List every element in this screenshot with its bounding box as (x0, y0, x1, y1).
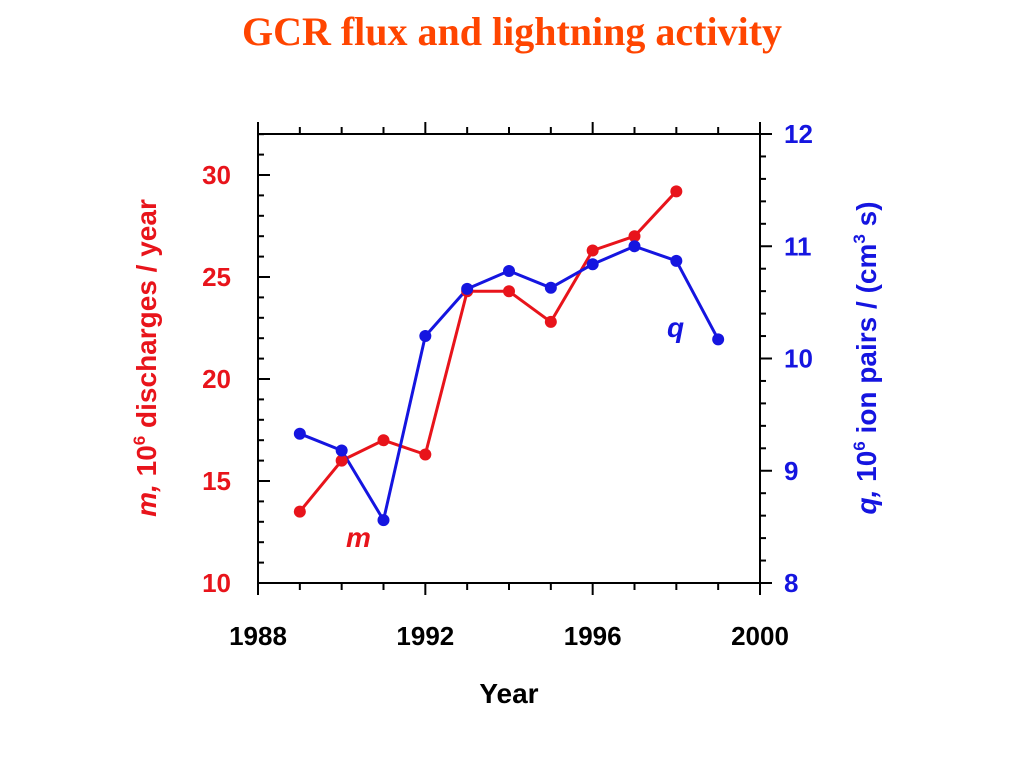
data-point-q (461, 282, 474, 295)
series-points (293, 185, 725, 527)
right-axis-title: q, 106 ion pairs / (cm3 s) (850, 201, 882, 514)
data-point-m (335, 454, 348, 467)
data-point-m (377, 434, 390, 447)
data-point-q (544, 281, 557, 294)
y-left-tick-label: 15 (202, 466, 231, 496)
y-right-tick-label: 12 (784, 119, 813, 149)
x-tick-label: 1992 (396, 621, 454, 651)
chart-title: GCR flux and lightning activity (241, 9, 783, 54)
data-point-m (670, 185, 683, 198)
data-point-q (293, 427, 306, 440)
data-point-m (628, 230, 641, 243)
x-axis-title: Year (479, 678, 538, 709)
data-point-m (293, 505, 306, 518)
x-tick-label: 2000 (731, 621, 789, 651)
y-right-tick-label: 8 (784, 568, 798, 598)
y-right-tick-label: 10 (784, 344, 813, 374)
data-point-q (628, 240, 641, 253)
y-left-tick-label: 20 (202, 364, 231, 394)
data-point-m (586, 244, 599, 257)
data-point-m (544, 315, 557, 328)
y-right-tick-label: 11 (784, 231, 812, 261)
data-point-q (419, 330, 432, 343)
tick-labels: 1988 1992 1996 2000 10 15 20 25 30 8 9 10 11 12 (202, 119, 813, 651)
data-point-q (586, 258, 599, 271)
series-label-q: q (667, 312, 684, 343)
data-point-m (503, 285, 515, 298)
x-tick-label: 1988 (229, 621, 287, 651)
data-point-q (712, 333, 725, 346)
plot-frame (257, 133, 761, 584)
tick-marks (257, 122, 772, 595)
data-point-q (335, 444, 348, 457)
data-point-m (419, 448, 432, 461)
y-right-tick-label: 9 (784, 456, 798, 486)
data-point-q (503, 264, 515, 277)
x-tick-label: 1996 (564, 621, 622, 651)
series-lines (298, 190, 720, 522)
left-axis-title: m, 106 discharges / year (130, 199, 162, 517)
y-left-tick-label: 10 (202, 568, 231, 598)
y-left-tick-label: 30 (202, 160, 231, 190)
data-point-q (377, 514, 390, 527)
data-point-q (670, 254, 683, 267)
series-line-m (298, 190, 678, 513)
series-label-m: m (346, 522, 371, 553)
y-left-tick-label: 25 (202, 262, 231, 292)
